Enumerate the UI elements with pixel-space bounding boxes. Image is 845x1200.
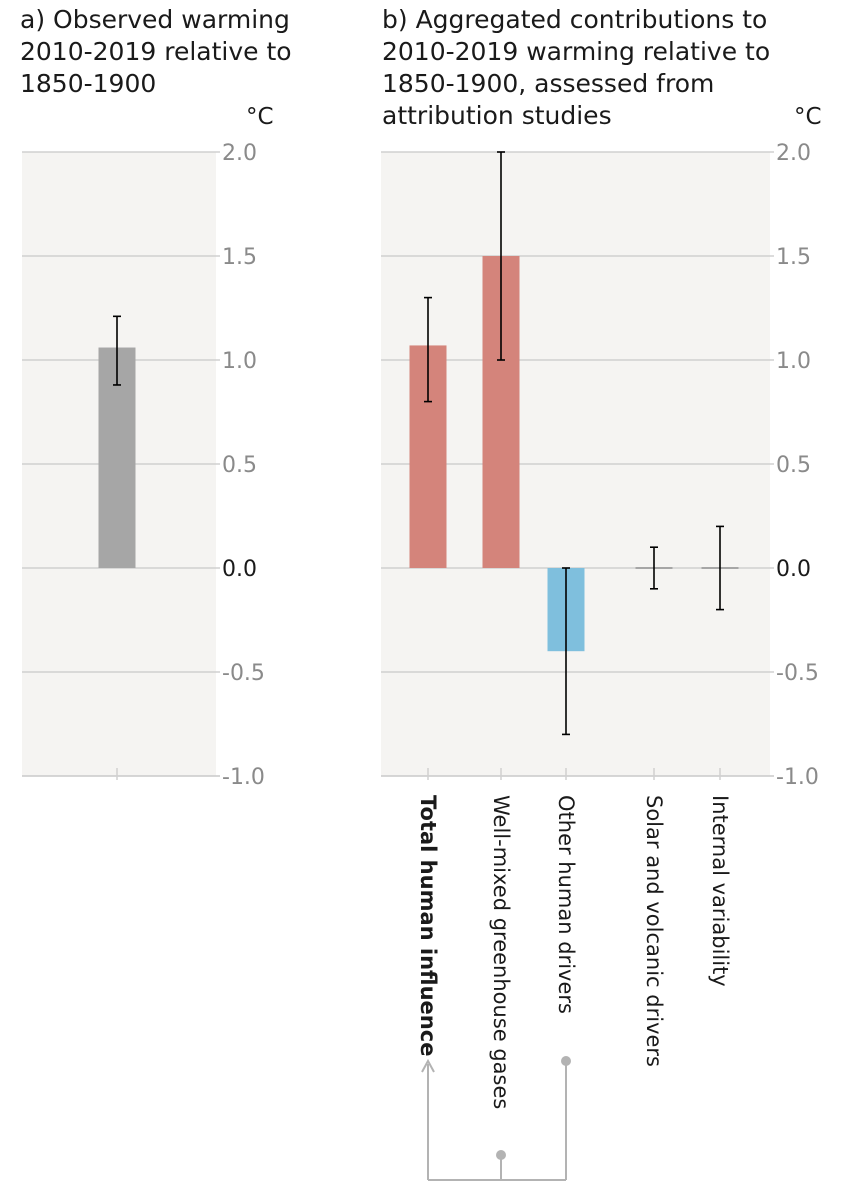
bracket-arrowhead bbox=[421, 1058, 435, 1073]
category-label: Other human drivers bbox=[554, 795, 578, 1014]
panel-b-tick-label: 1.5 bbox=[776, 245, 811, 270]
bracket-dot-other bbox=[561, 1056, 571, 1066]
panel-b-tick-label: 1.0 bbox=[776, 349, 811, 374]
panel-b-unit-label: °C bbox=[794, 104, 822, 130]
panel-a-title: a) Observed warming 2010-2019 relative t… bbox=[20, 5, 292, 98]
panel-a-tick-label: 0.0 bbox=[222, 557, 257, 582]
panel-a-tick-label: 1.5 bbox=[222, 245, 257, 270]
panel-a-tick-label: 0.5 bbox=[222, 453, 257, 478]
category-label: Solar and volcanic drivers bbox=[642, 795, 666, 1067]
panel-b-tick-label: 0.5 bbox=[776, 453, 811, 478]
category-label: Well-mixed greenhouse gases bbox=[489, 795, 513, 1109]
panel-b-tick-label: -1.0 bbox=[776, 765, 819, 790]
panel-b-title: b) Aggregated contributions to 2010-2019… bbox=[382, 5, 771, 130]
panel-a-unit-label: °C bbox=[246, 104, 274, 130]
panel-a-tick-label: 1.0 bbox=[222, 349, 257, 374]
category-label: Internal variability bbox=[708, 795, 732, 987]
panel-a-tick-label: 2.0 bbox=[222, 141, 257, 166]
panel-a-tick-label: -0.5 bbox=[222, 661, 265, 686]
panel-b-tick-label: -0.5 bbox=[776, 661, 819, 686]
panel-b-tick-label: 0.0 bbox=[776, 557, 811, 582]
panel-b-tick-label: 2.0 bbox=[776, 141, 811, 166]
panel-a-tick-label: -1.0 bbox=[222, 765, 265, 790]
category-label: Total human influence bbox=[416, 795, 440, 1056]
bracket-dot-ghg bbox=[496, 1150, 506, 1160]
